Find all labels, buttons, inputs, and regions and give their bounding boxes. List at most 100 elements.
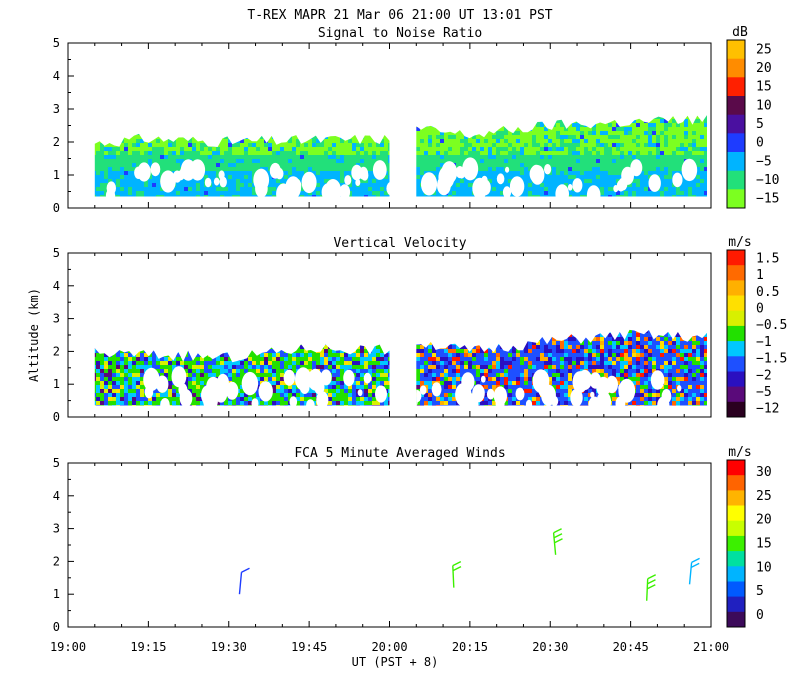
field-cell <box>416 143 420 147</box>
field-cell <box>76 191 80 195</box>
field-cell <box>244 119 248 123</box>
field-cell <box>120 163 124 167</box>
field-cell <box>432 123 436 127</box>
field-cell <box>160 103 164 107</box>
field-cell <box>404 87 408 91</box>
field-cell <box>508 111 512 115</box>
field-cell <box>592 163 596 167</box>
field-cell <box>100 123 104 127</box>
field-cell <box>448 131 452 135</box>
field-cell <box>100 107 104 111</box>
field-cell <box>232 203 236 207</box>
field-cell <box>200 143 204 147</box>
field-cell <box>552 103 556 107</box>
field-cell <box>132 83 136 87</box>
field-cell <box>76 163 80 167</box>
field-cell <box>152 159 156 163</box>
field-cell <box>208 91 212 95</box>
field-cell <box>204 87 208 91</box>
field-cell <box>312 147 316 151</box>
field-cell <box>252 83 256 87</box>
field-cell <box>444 95 448 99</box>
field-cell <box>452 199 456 203</box>
field-cell <box>180 143 184 147</box>
field-cell <box>116 199 120 203</box>
field-cell <box>288 159 292 163</box>
field-cell <box>288 143 292 147</box>
field-cell <box>100 167 104 171</box>
field-cell <box>476 115 480 119</box>
field-cell <box>156 179 160 183</box>
field-cell <box>504 87 508 91</box>
field-cell <box>508 147 512 151</box>
field-cell <box>112 123 116 127</box>
field-cell <box>460 119 464 123</box>
field-cell <box>196 119 200 123</box>
field-cell <box>380 111 384 115</box>
field-cell <box>548 107 552 111</box>
field-cell <box>180 115 184 119</box>
field-cell <box>104 155 108 159</box>
field-cell <box>472 143 476 147</box>
field-cell <box>492 179 496 183</box>
field-cell <box>544 183 548 187</box>
field-cell <box>404 123 408 127</box>
field-cell <box>288 95 292 99</box>
field-cell <box>604 143 608 147</box>
field-cell <box>148 163 152 167</box>
field-cell <box>440 127 444 131</box>
field-cell <box>676 95 680 99</box>
field-cell <box>552 119 556 123</box>
field-cell <box>476 119 480 123</box>
field-cell <box>124 131 128 135</box>
field-cell <box>524 183 528 187</box>
field-cell <box>676 103 680 107</box>
field-cell <box>688 183 692 187</box>
field-cell <box>640 139 644 143</box>
field-cell <box>104 107 108 111</box>
field-cell <box>640 83 644 87</box>
field-cell <box>268 147 272 151</box>
field-cell <box>568 131 572 135</box>
field-cell <box>112 155 116 159</box>
field-cell <box>268 95 272 99</box>
field-cell <box>228 127 232 131</box>
field-cell <box>400 143 404 147</box>
field-cell <box>428 131 432 135</box>
field-cell <box>284 115 288 119</box>
field-cell <box>348 127 352 131</box>
field-cell <box>504 199 508 203</box>
field-cell <box>116 187 120 191</box>
field-cell <box>424 131 428 135</box>
field-cell <box>448 119 452 123</box>
field-cell <box>676 123 680 127</box>
field-cell <box>644 111 648 115</box>
field-cell <box>500 87 504 91</box>
field-cell <box>404 171 408 175</box>
field-cell <box>276 143 280 147</box>
field-cell <box>408 163 412 167</box>
field-cell <box>424 195 428 197</box>
field-cell <box>580 203 584 207</box>
field-cell <box>640 95 644 99</box>
field-cell <box>616 127 620 131</box>
field-cell <box>76 127 80 131</box>
field-cell <box>260 131 264 135</box>
field-cell <box>524 143 528 147</box>
field-cell <box>212 183 216 187</box>
field-cell <box>252 171 256 175</box>
field-cell <box>512 147 516 151</box>
field-cell <box>124 163 128 167</box>
field-cell <box>72 95 76 99</box>
field-cell <box>384 127 388 131</box>
field-cell <box>328 163 332 167</box>
field-cell <box>156 147 160 151</box>
field-cell <box>128 87 132 91</box>
field-cell <box>404 159 408 163</box>
field-cell <box>384 191 388 195</box>
field-cell <box>520 127 524 131</box>
field-cell <box>76 131 80 135</box>
field-cell <box>400 107 404 111</box>
field-cell <box>244 199 248 203</box>
field-cell <box>428 103 432 107</box>
